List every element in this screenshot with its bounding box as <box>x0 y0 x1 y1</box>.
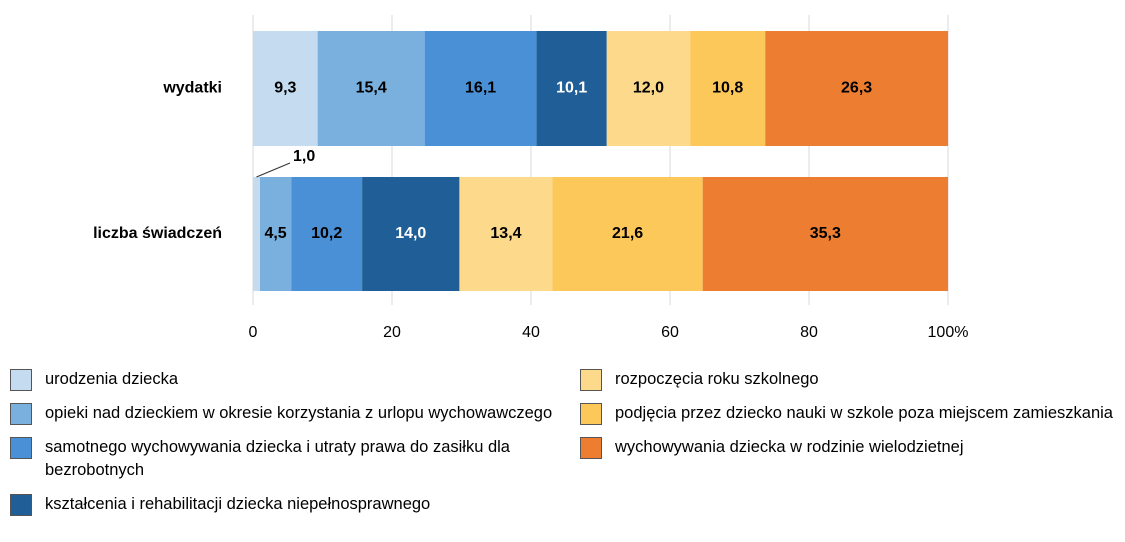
bar-segment <box>362 177 460 291</box>
legend-swatch <box>10 369 32 391</box>
bar-segment <box>765 31 948 146</box>
legend-swatch <box>580 437 602 459</box>
data-label: 1,0 <box>293 148 315 165</box>
legend-item: kształcenia i rehabilitacji dziecka niep… <box>10 493 570 516</box>
x-tick-label: 80 <box>800 324 818 341</box>
bar-segment <box>291 177 363 291</box>
bar-segment <box>424 31 537 146</box>
legend-swatch <box>10 494 32 516</box>
data-label: 26,3 <box>841 80 872 97</box>
bar-segment <box>552 177 703 291</box>
legend-label: wychowywania dziecka w rodzinie wielodzi… <box>615 438 964 456</box>
legend-item: rozpoczęcia roku szkolnego <box>580 368 1125 391</box>
legend: rozpoczęcia roku szkolnego podjęcia przez… <box>580 368 1125 470</box>
legend-label: podjęcia przez dziecko nauki w szkole po… <box>615 404 1113 422</box>
bar-segment <box>253 31 318 146</box>
legend-item: wychowywania dziecka w rodzinie wielodzi… <box>580 436 1125 459</box>
legend-swatch <box>10 437 32 459</box>
data-label: 12,0 <box>633 80 664 97</box>
legend-item: urodzenia dziecka <box>10 368 570 391</box>
legend-label: rozpoczęcia roku szkolnego <box>615 370 819 388</box>
leader-line <box>256 162 291 178</box>
bar-segment <box>253 177 260 291</box>
data-label: 4,5 <box>264 225 286 242</box>
legend-swatch <box>580 369 602 391</box>
legend-item: samotnego wychowywania dziecka i utraty … <box>10 436 570 482</box>
bar-segment <box>317 31 425 146</box>
bar-segment <box>690 31 766 146</box>
x-tick-label: 60 <box>661 324 679 341</box>
data-label: 10,2 <box>311 225 342 242</box>
data-label: 14,0 <box>395 225 426 242</box>
legend-label: urodzenia dziecka <box>45 370 178 388</box>
legend-swatch <box>580 403 602 425</box>
x-tick-label: 100% <box>928 324 969 341</box>
bar-segment <box>702 177 948 291</box>
legend-item: opieki nad dzieckiem w okresie korzystan… <box>10 402 570 425</box>
data-label: 16,1 <box>465 80 496 97</box>
data-label: 10,8 <box>712 80 743 97</box>
data-label: 10,1 <box>556 80 587 97</box>
x-tick-label: 40 <box>522 324 540 341</box>
y-tick-label: liczba świadczeń <box>93 225 222 242</box>
x-tick-label: 0 <box>249 324 258 341</box>
legend-swatch <box>10 403 32 425</box>
bar-segment <box>259 177 292 291</box>
bar-segment <box>536 31 607 146</box>
legend-item: podjęcia przez dziecko nauki w szkole po… <box>580 402 1125 425</box>
data-label: 15,4 <box>356 80 387 97</box>
y-tick-label: wydatki <box>162 80 222 97</box>
bar-segment <box>606 31 691 146</box>
legend-label: opieki nad dzieckiem w okresie korzystan… <box>45 404 553 422</box>
bar-segment <box>459 177 553 291</box>
data-label: 13,4 <box>490 225 521 242</box>
legend: urodzenia dziecka opieki nad dzieckiem w … <box>10 368 570 527</box>
x-tick-label: 20 <box>383 324 401 341</box>
legend-label: kształcenia i rehabilitacji dziecka niep… <box>45 495 431 513</box>
data-label: 21,6 <box>612 225 643 242</box>
legend-label: samotnego wychowywania dziecka i utraty … <box>45 438 510 479</box>
data-label: 9,3 <box>274 80 296 97</box>
data-label: 35,3 <box>810 225 841 242</box>
